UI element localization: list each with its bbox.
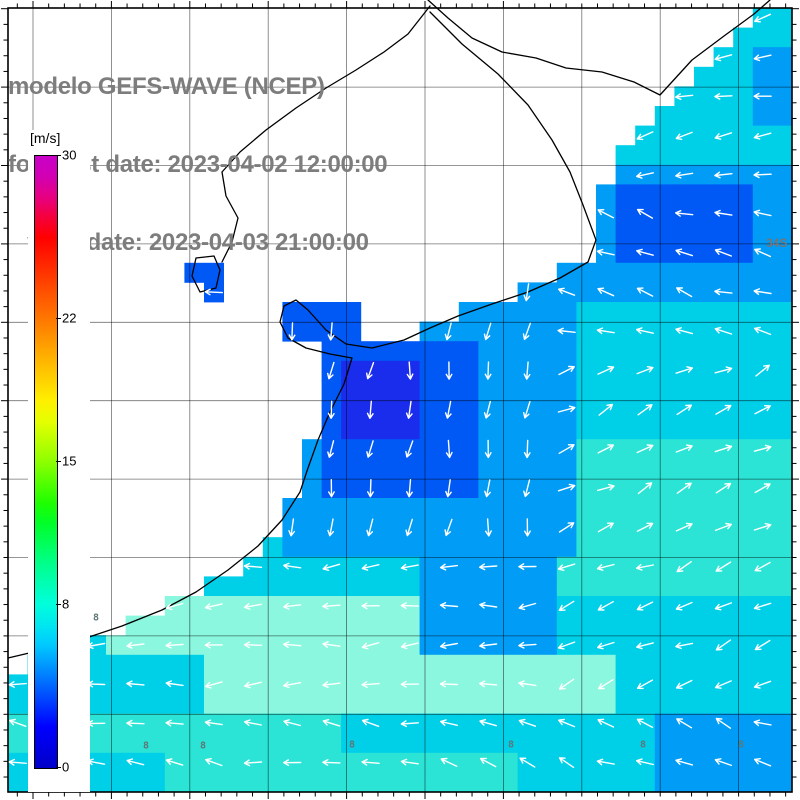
colorbar: [m/s] 30 22 15 8 0 xyxy=(28,130,90,792)
colorbar-tickmark xyxy=(56,318,61,320)
contour-value-label: 8 xyxy=(348,739,356,751)
colorbar-tickmark xyxy=(56,461,61,462)
colorbar-unit-label: [m/s] xyxy=(30,130,61,146)
coastline xyxy=(7,0,771,659)
contour-value-label: 8 xyxy=(507,739,515,751)
contour-value-label: 8 xyxy=(737,739,745,751)
colorbar-tick-label: 15 xyxy=(62,453,77,469)
map-title-block: modelo GEFS-WAVE (NCEP) forecast date: 2… xyxy=(8,22,388,308)
colorbar-tick-label: 8 xyxy=(62,596,70,612)
colorbar-tickmark xyxy=(56,603,61,605)
contour-value-label: 8 xyxy=(142,740,150,752)
colorbar-tick-label: 0 xyxy=(62,759,70,775)
latitude-label: 34S xyxy=(766,236,788,250)
colorbar-tickmark xyxy=(56,155,61,156)
colorbar-tickmark xyxy=(56,767,61,768)
contour-value-label: 8 xyxy=(92,612,100,624)
colorbar-gradient xyxy=(34,155,58,769)
contour-value-label: 8 xyxy=(639,739,647,751)
colorbar-tick-label: 30 xyxy=(62,147,77,163)
contour-value-label: 8 xyxy=(199,740,207,752)
model-title: modelo GEFS-WAVE (NCEP) xyxy=(8,73,325,100)
colorbar-tick-label: 22 xyxy=(62,310,77,326)
latlon-grid xyxy=(8,8,792,792)
wind-direction-arrows xyxy=(8,13,772,769)
